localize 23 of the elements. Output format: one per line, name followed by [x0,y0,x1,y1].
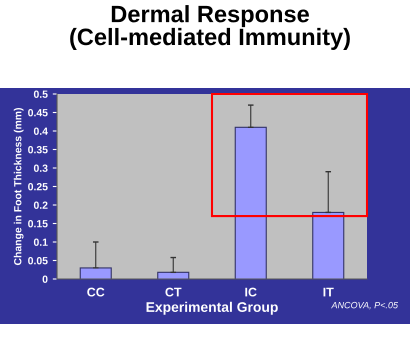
bar [80,267,112,279]
y-tick-label: 0.45 [28,109,48,116]
y-tick-label: 0.1 [34,238,48,246]
x-tick-label: IC [245,288,257,297]
y-tick-label: 0.35 [28,146,48,154]
y-tick-label: 0.05 [28,257,48,264]
y-axis-title: Change in Foot Thickness (mm) [14,108,24,266]
bar [312,212,344,279]
y-tick-label: 0.4 [34,128,48,135]
x-tick-label: CC [87,288,104,297]
y-tick-label: 0.5 [34,90,48,98]
y-tick-label: 0.15 [28,220,48,228]
y-tick-label: 0 [42,276,48,283]
y-tick-label: 0.2 [34,202,48,209]
bar [234,126,267,279]
bar [157,272,190,279]
x-tick-label: IT [324,288,334,296]
x-tick-label: CT [165,288,182,297]
y-tick-label: 0.3 [34,164,48,172]
chart-title: Dermal Response (Cell-mediated Immunity) [70,5,350,50]
x-axis-title: Experimental Group [146,302,278,315]
text: ANCOVA, P<.05 [331,302,398,310]
y-tick-label: 0.25 [28,183,48,190]
